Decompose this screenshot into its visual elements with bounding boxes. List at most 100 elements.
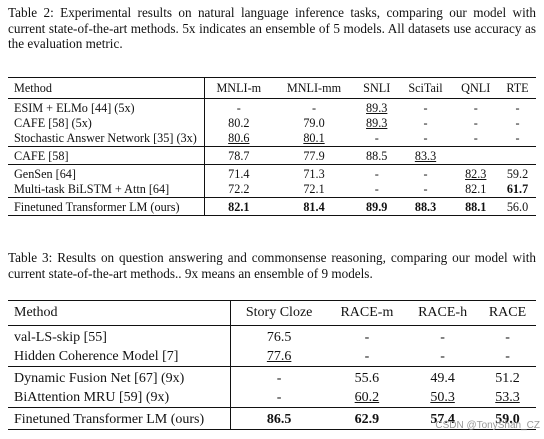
value-cell: - (452, 99, 499, 117)
value-text: 53.3 (495, 390, 520, 405)
value-text: - (423, 167, 428, 181)
table-2-caption: Table 2: Experimental results on natural… (8, 5, 536, 51)
value-cell: 79.0 (273, 116, 355, 131)
value-text: 88.1 (465, 200, 487, 214)
value-cell: 59.0 (479, 407, 536, 430)
value-cell (452, 146, 499, 165)
value-cell: 88.3 (398, 197, 453, 216)
value-text: 89.3 (366, 116, 388, 130)
value-cell: - (328, 347, 406, 367)
column-header: Story Cloze (230, 300, 328, 326)
value-cell: 72.2 (204, 182, 273, 198)
method-cell: Dynamic Fusion Net [67] (9x) (8, 366, 231, 388)
value-text: 83.3 (414, 149, 437, 163)
value-text: 82.3 (465, 167, 487, 181)
value-text: 86.5 (266, 412, 292, 427)
table-row: CAFE [58] 78.7 77.9 88.5 83.3 (8, 146, 536, 165)
value-cell (499, 146, 536, 165)
table-row: Stochastic Answer Network [35] (3x) 80.6 8… (8, 131, 536, 147)
value-cell: 78.7 (204, 146, 274, 165)
value-cell: 56.0 (499, 197, 536, 216)
table-row: Finetuned Transformer LM (ours) 82.1 81.4 8… (8, 197, 536, 216)
value-text: - (473, 101, 478, 115)
value-cell: 80.6 (204, 131, 273, 147)
value-text: 89.3 (366, 101, 388, 115)
value-cell: 88.1 (452, 197, 499, 216)
method-cell: Multi-task BiLSTM + Attn [64] (8, 182, 205, 198)
value-cell: 71.4 (204, 164, 274, 182)
column-header: RACE (479, 300, 536, 326)
value-cell: 82.3 (452, 164, 499, 182)
value-cell: - (479, 347, 536, 367)
value-cell: - (230, 388, 328, 408)
value-cell: 57.4 (406, 407, 480, 430)
value-text: - (473, 131, 478, 145)
value-text: - (374, 182, 379, 196)
value-cell: 88.5 (354, 146, 399, 165)
value-cell: 62.9 (327, 407, 407, 430)
column-header: RACE-m (327, 300, 407, 326)
value-text: 50.3 (430, 390, 455, 405)
value-text: - (311, 101, 317, 115)
value-cell: - (398, 164, 453, 182)
value-text: - (236, 101, 241, 115)
value-cell: - (204, 99, 273, 117)
value-cell: - (273, 99, 355, 117)
value-text: 88.5 (366, 149, 388, 163)
value-cell: - (406, 326, 479, 348)
value-cell: - (499, 131, 536, 147)
value-text: 80.6 (228, 131, 250, 145)
table-2-header-row: Method MNLI-m MNLI-mm SNLI SciTail QNLI … (8, 77, 536, 99)
value-cell: 49.4 (406, 366, 480, 388)
method-cell: BiAttention MRU [59] (9x) (8, 388, 231, 408)
value-text: 77.6 (266, 349, 292, 364)
method-cell: Finetuned Transformer LM (ours) (8, 197, 205, 216)
value-cell: - (399, 116, 453, 131)
value-cell: 50.3 (406, 388, 479, 408)
column-header: MNLI-mm (273, 77, 355, 99)
table-2: Method MNLI-m MNLI-mm SNLI SciTail QNLI … (8, 77, 536, 216)
value-text: - (423, 131, 428, 145)
column-header: RACE-h (406, 300, 480, 326)
value-text: - (505, 349, 510, 364)
value-text: - (423, 101, 428, 115)
column-header: MNLI-m (204, 77, 274, 99)
value-text: 71.4 (228, 167, 250, 181)
value-text: 80.2 (228, 116, 250, 130)
value-text: - (364, 330, 370, 345)
value-text: - (276, 390, 282, 405)
value-cell: 80.2 (204, 116, 273, 131)
value-cell: - (452, 131, 499, 147)
value-text: 55.6 (354, 371, 380, 386)
value-cell: - (406, 347, 479, 367)
column-header: SciTail (398, 77, 453, 99)
value-text: 82.1 (228, 200, 250, 214)
value-text: 72.1 (303, 182, 325, 196)
value-cell: 72.1 (273, 182, 355, 198)
method-cell: Finetuned Transformer LM (ours) (8, 407, 231, 430)
value-cell: - (355, 182, 399, 198)
value-text: 81.4 (303, 200, 325, 214)
value-cell: 61.7 (499, 182, 536, 198)
value-text: 59.2 (506, 167, 529, 181)
value-text: - (374, 167, 379, 181)
method-cell: ESIM + ELMo [44] (5x) (8, 98, 205, 116)
value-text: 72.2 (228, 182, 250, 196)
table-row: ESIM + ELMo [44] (5x) - - 89.3 - - - (8, 98, 536, 117)
value-cell: 55.6 (327, 366, 407, 388)
value-text: - (374, 131, 379, 145)
value-text: 49.4 (430, 371, 455, 386)
value-cell: 89.3 (355, 116, 399, 131)
table-row: Finetuned Transformer LM (ours) 86.5 62.9 5… (8, 407, 536, 430)
method-cell: val-LS-skip [55] (8, 325, 231, 347)
method-cell: GenSen [64] (8, 164, 205, 182)
value-text: 88.3 (414, 200, 437, 214)
table-row: BiAttention MRU [59] (9x) - 60.2 50.3 53.3 (8, 388, 536, 408)
value-text: 57.4 (430, 412, 455, 427)
value-text: 89.9 (366, 200, 388, 214)
value-text: - (515, 116, 520, 130)
value-text: - (440, 349, 445, 364)
value-text: 77.9 (303, 149, 325, 163)
value-cell: - (399, 131, 453, 147)
watermark: CSDN @TonyShan_CZ (435, 420, 540, 431)
